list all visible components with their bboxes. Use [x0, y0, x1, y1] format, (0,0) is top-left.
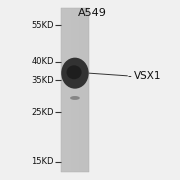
Bar — [68, 8, 69, 172]
Bar — [61, 8, 62, 172]
Bar — [62, 8, 64, 172]
Text: VSX1: VSX1 — [134, 71, 162, 81]
Text: -: - — [127, 71, 131, 81]
Text: A549: A549 — [78, 8, 107, 18]
Ellipse shape — [70, 96, 80, 100]
Text: 25KD: 25KD — [31, 108, 54, 117]
Text: 15KD: 15KD — [31, 157, 54, 166]
Ellipse shape — [61, 58, 89, 89]
Ellipse shape — [66, 65, 82, 79]
Bar — [78, 8, 79, 172]
Bar — [82, 8, 84, 172]
Bar — [81, 8, 82, 172]
Bar — [64, 8, 65, 172]
Bar — [72, 8, 73, 172]
Bar — [85, 8, 86, 172]
Bar — [84, 8, 85, 172]
Text: 35KD: 35KD — [31, 76, 54, 85]
Bar — [75, 8, 76, 172]
Bar — [69, 8, 71, 172]
Bar — [79, 8, 81, 172]
Bar — [65, 8, 66, 172]
Bar — [76, 8, 78, 172]
Text: 55KD: 55KD — [31, 21, 54, 30]
Bar — [61, 8, 89, 172]
Bar — [71, 8, 72, 172]
Text: 40KD: 40KD — [31, 57, 54, 66]
Bar — [86, 8, 88, 172]
Bar — [88, 8, 89, 172]
Bar — [66, 8, 68, 172]
Bar — [73, 8, 75, 172]
